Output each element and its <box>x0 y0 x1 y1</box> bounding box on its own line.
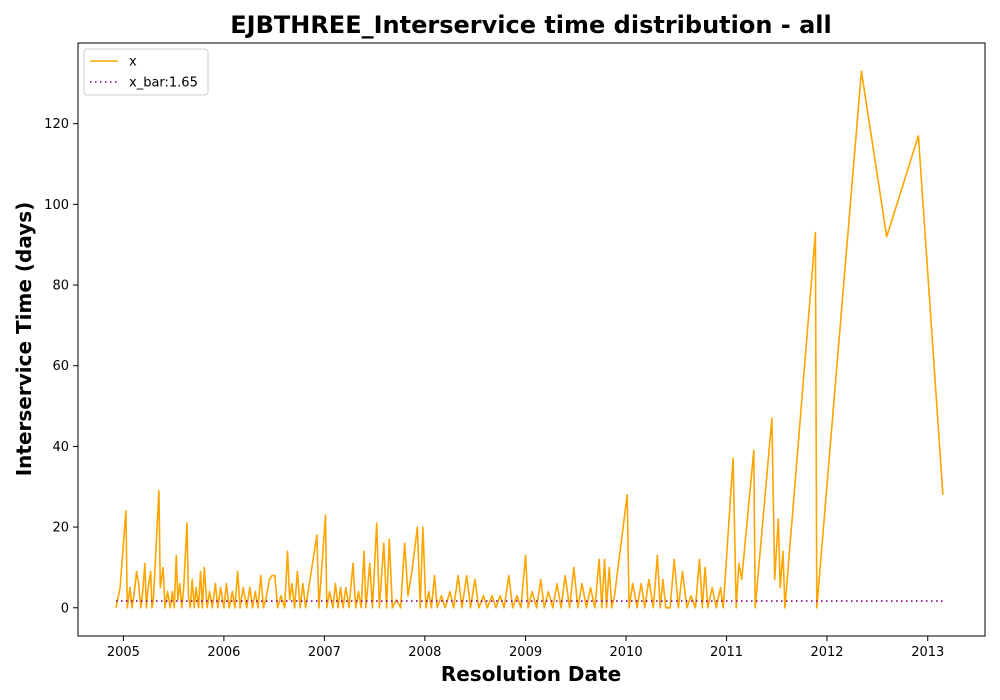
x-tick-label: 2009 <box>509 645 542 660</box>
y-tick-label: 40 <box>52 440 69 455</box>
legend-label: x <box>129 55 137 70</box>
y-tick-label: 120 <box>44 117 69 132</box>
chart-title: EJBTHREE_Interservice time distribution … <box>230 11 832 39</box>
x-tick-label: 2010 <box>610 645 643 660</box>
x-tick-label: 2007 <box>308 645 341 660</box>
x-tick-label: 2005 <box>107 645 140 660</box>
y-tick-label: 60 <box>52 359 69 374</box>
y-tick-label: 80 <box>52 279 69 294</box>
x-tick-label: 2012 <box>810 645 843 660</box>
x-tick-label: 2011 <box>710 645 743 660</box>
x-tick-label: 2006 <box>207 645 240 660</box>
y-tick-label: 100 <box>44 198 69 213</box>
x-axis: 2005 2006 2007 2008 2009 2010 2011 2012 2013 <box>107 636 944 660</box>
x-tick-label: 2013 <box>911 645 944 660</box>
plot-area <box>78 43 985 636</box>
y-axis: 0 20 40 60 80 100 120 <box>44 117 78 616</box>
y-axis-label: Interservice Time (days) <box>12 202 36 477</box>
x-axis-label: Resolution Date <box>441 662 621 686</box>
y-tick-label: 0 <box>61 601 69 616</box>
x-tick-label: 2008 <box>408 645 441 660</box>
plot-frame <box>78 43 985 636</box>
legend-label: x_bar:1.65 <box>129 76 198 91</box>
legend: x x_bar:1.65 <box>84 49 208 95</box>
series-line-x <box>116 71 943 608</box>
y-tick-label: 20 <box>52 521 69 536</box>
